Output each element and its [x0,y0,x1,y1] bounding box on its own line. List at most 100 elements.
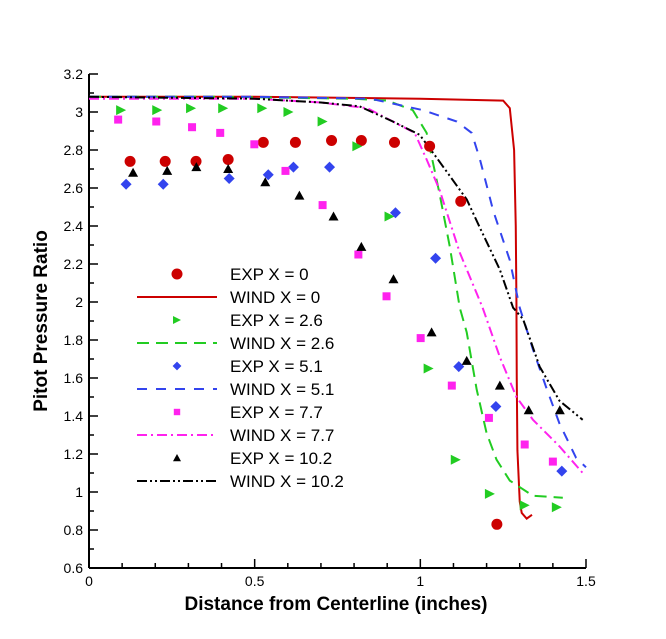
data-point-8 [388,274,399,284]
y-tick-label: 1.6 [64,370,84,386]
data-point-4 [287,161,299,173]
y-tick-label: 2.8 [64,142,84,158]
series-line-1 [89,95,533,520]
series-line-9 [88,95,584,421]
data-point-6 [520,440,529,449]
data-point-6 [281,166,290,175]
data-point-2 [283,107,294,117]
y-tick-label: 3 [75,104,83,120]
data-point-2 [257,103,268,114]
y-tick-label: 3.2 [64,66,84,82]
legend-entry-label: EXP X = 10.2 [230,449,332,468]
legend-entry-label: EXP X = 2.6 [230,311,323,330]
x-tick-label: 0 [85,573,93,589]
y-tick-label: 1.4 [64,408,84,424]
data-point-8 [494,380,505,390]
data-point-6 [447,381,456,390]
data-point-6 [416,334,425,343]
legend-entry-label: WIND X = 2.6 [230,334,334,353]
data-point-0 [289,136,301,148]
data-point-0 [424,140,436,152]
data-point-6 [382,292,391,301]
data-point-6 [318,201,327,210]
data-point-0 [257,136,269,148]
data-point-2 [152,105,163,116]
data-point-6 [152,117,161,126]
series-line-3 [89,95,563,499]
data-point-4 [453,361,465,373]
legend-entry-label: WIND X = 0 [230,288,320,307]
data-point-8 [294,190,305,200]
data-point-8 [162,165,173,175]
y-tick-label: 2.4 [64,218,84,234]
data-point-6 [548,457,557,466]
y-tick-label: 2 [75,294,83,310]
data-point-4 [157,178,169,190]
x-axis-label: Distance from Centerline (inches) [184,594,487,615]
axes: 0.6 0.8 1 1.2 1.4 1.6 1.8 2 2.2 2.4 2.6 2.8 3 3.2 0 0.5… [64,66,596,589]
legend-marker-swatch [173,408,181,416]
data-point-4 [120,178,132,190]
data-point-0 [491,518,503,530]
data-point-6 [188,123,197,132]
data-point-2 [551,502,562,513]
data-point-2 [519,500,530,511]
data-point-8 [260,177,271,187]
legend: EXP X = 0 WIND X = 0 EXP X = 2.6 WIND X = 2… [137,265,344,491]
data-point-0 [388,136,400,148]
data-point-0 [326,135,338,146]
series-line-7 [89,97,584,474]
legend-entry-label: WIND X = 10.2 [230,472,344,491]
y-tick-label: 0.8 [64,522,84,538]
data-point-8 [356,241,367,251]
data-point-4 [490,401,502,412]
legend-entry-label: EXP X = 0 [230,265,309,284]
data-point-6 [354,250,363,259]
data-point-2 [384,211,395,222]
data-point-4 [430,252,442,264]
data-point-2 [218,103,229,114]
x-tick-label: 1 [416,573,424,589]
data-point-8 [223,164,234,173]
data-point-6 [114,115,123,124]
y-tick-label: 1 [75,484,83,500]
y-axis-label: Pitot Pressure Ratio [31,230,52,412]
legend-marker-swatch [173,316,181,324]
data-point-2 [317,116,328,127]
data-point-8 [128,167,139,177]
data-point-0 [159,155,171,167]
data-point-6 [216,128,225,137]
data-point-8 [328,211,339,221]
y-tick-label: 1.8 [64,332,84,348]
data-point-4 [223,173,235,184]
data-point-2 [423,363,434,374]
data-point-2 [186,103,197,114]
data-point-2 [352,141,363,152]
data-point-4 [262,169,274,181]
data-point-0 [124,155,136,167]
legend-entry-label: WIND X = 7.7 [230,426,334,445]
data-point-2 [484,488,495,499]
y-tick-label: 2.6 [64,180,84,196]
data-point-6 [250,140,259,149]
data-point-4 [324,161,336,173]
legend-entry-label: EXP X = 5.1 [230,357,323,376]
data-point-2 [450,454,461,465]
data-point-8 [426,327,437,337]
legend-marker-swatch [172,361,182,371]
legend-marker-swatch [173,454,181,462]
data-point-8 [554,405,565,415]
y-tick-label: 2.2 [64,256,84,272]
data-point-8 [191,162,202,172]
data-point-4 [389,207,401,219]
x-tick-label: 0.5 [245,573,265,589]
data-point-6 [484,413,493,422]
data-point-0 [455,195,467,207]
data-point-2 [116,105,127,116]
x-tick-label: 1.5 [576,573,596,589]
legend-entry-label: EXP X = 7.7 [230,403,323,422]
legend-entry-label: WIND X = 5.1 [230,380,334,399]
plot-area [88,95,587,530]
